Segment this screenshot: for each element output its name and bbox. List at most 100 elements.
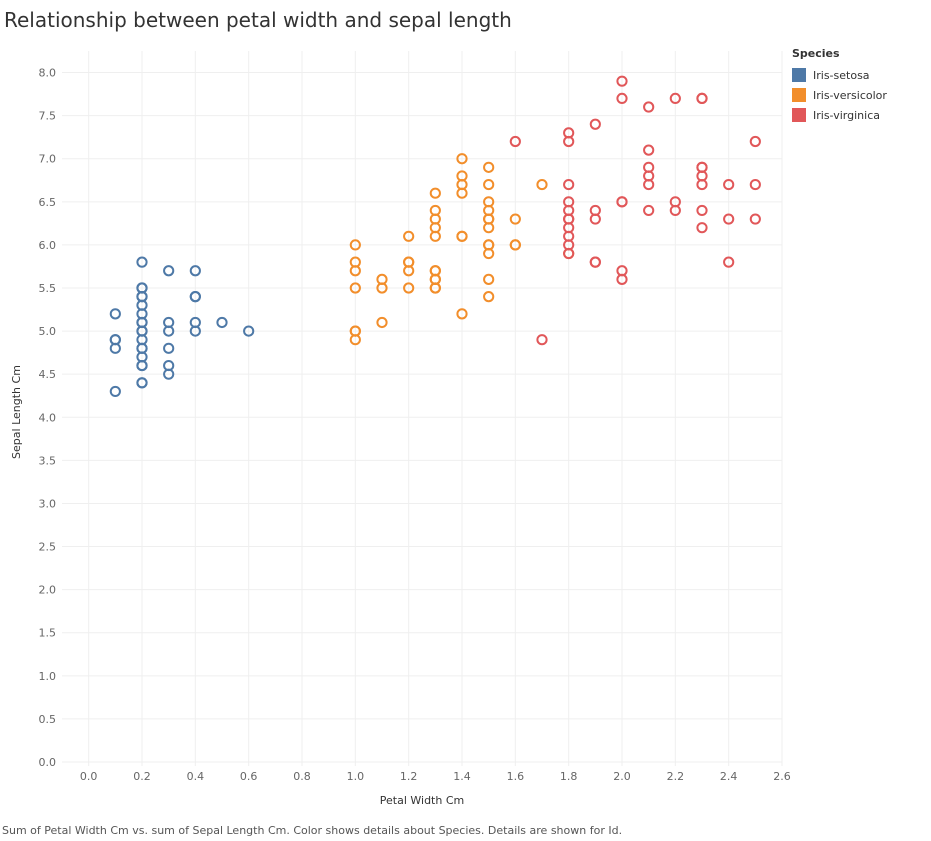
x-tick-label: 1.2	[400, 770, 418, 783]
data-point[interactable]	[243, 325, 255, 337]
y-tick-label: 2.5	[39, 541, 57, 554]
legend-swatch	[792, 108, 806, 122]
data-point[interactable]	[189, 291, 201, 303]
data-point[interactable]	[696, 204, 708, 217]
data-point[interactable]	[536, 178, 548, 191]
data-point[interactable]	[349, 239, 361, 251]
y-tick-label: 1.5	[39, 627, 57, 640]
data-point[interactable]	[696, 222, 708, 234]
data-point[interactable]	[163, 359, 175, 372]
data-point[interactable]	[509, 239, 521, 251]
x-tick-label: 0.2	[133, 770, 151, 783]
data-point[interactable]	[456, 170, 468, 182]
legend-swatch	[792, 68, 806, 82]
data-point[interactable]	[483, 239, 495, 251]
data-point[interactable]	[563, 178, 575, 191]
y-tick-label: 5.0	[39, 325, 57, 338]
data-point[interactable]	[429, 204, 441, 217]
data-point[interactable]	[403, 256, 415, 268]
data-point[interactable]	[563, 196, 575, 208]
data-point[interactable]	[696, 92, 708, 105]
data-point[interactable]	[723, 178, 735, 191]
data-point[interactable]	[643, 161, 655, 173]
x-tick-label: 0.6	[240, 770, 258, 783]
data-point[interactable]	[349, 282, 361, 294]
data-point[interactable]	[456, 153, 468, 165]
y-tick-label: 1.0	[39, 670, 57, 683]
data-point[interactable]	[616, 92, 628, 105]
legend-label: Iris-versicolor	[813, 88, 887, 102]
data-point[interactable]	[136, 377, 148, 389]
data-point[interactable]	[483, 161, 495, 173]
y-tick-label: 8.0	[39, 67, 57, 80]
data-point[interactable]	[429, 187, 441, 199]
data-point[interactable]	[696, 161, 708, 173]
y-tick-label: 4.5	[39, 368, 57, 381]
data-point[interactable]	[163, 316, 175, 329]
legend-item[interactable]: Iris-versicolor	[792, 85, 887, 105]
data-point[interactable]	[163, 342, 175, 354]
data-point[interactable]	[509, 213, 521, 225]
data-point[interactable]	[216, 316, 228, 329]
data-point[interactable]	[616, 196, 628, 208]
y-tick-label: 7.0	[39, 153, 57, 166]
data-point[interactable]	[616, 265, 628, 277]
x-tick-label: 1.4	[453, 770, 471, 783]
data-point[interactable]	[136, 256, 148, 268]
data-point[interactable]	[723, 256, 735, 268]
y-tick-label: 0.5	[39, 713, 57, 726]
data-point[interactable]	[589, 118, 601, 130]
legend-title: Species	[792, 47, 840, 60]
data-point[interactable]	[749, 135, 761, 148]
data-point[interactable]	[643, 204, 655, 217]
data-point[interactable]	[643, 144, 655, 156]
x-axis-ticks: 0.0 0.2 0.4 0.6 0.8 1.0 1.2 1.4 1.6 1.8 2.0 2.2 2.4 2…	[80, 770, 791, 783]
y-tick-label: 4.0	[39, 411, 57, 424]
data-point[interactable]	[376, 273, 388, 285]
data-point[interactable]	[723, 213, 735, 225]
data-point[interactable]	[349, 325, 361, 337]
legend-item[interactable]: Iris-setosa	[792, 65, 887, 85]
data-point[interactable]	[536, 334, 548, 346]
data-point[interactable]	[189, 265, 201, 277]
x-tick-label: 0.0	[80, 770, 98, 783]
data-point[interactable]	[483, 196, 495, 208]
data-point[interactable]	[483, 178, 495, 191]
chart-caption: Sum of Petal Width Cm vs. sum of Sepal L…	[2, 824, 623, 837]
data-point[interactable]	[456, 230, 468, 242]
legend-item[interactable]: Iris-virginica	[792, 105, 887, 125]
data-point[interactable]	[403, 230, 415, 242]
data-point[interactable]	[109, 334, 121, 346]
data-point[interactable]	[616, 75, 628, 87]
y-tick-label: 6.5	[39, 196, 57, 209]
data-point[interactable]	[429, 265, 441, 277]
y-tick-label: 2.0	[39, 584, 57, 597]
data-point[interactable]	[376, 316, 388, 329]
data-point[interactable]	[136, 282, 148, 294]
legend-swatch	[792, 88, 806, 102]
data-point[interactable]	[483, 291, 495, 303]
data-point[interactable]	[589, 204, 601, 217]
data-point[interactable]	[669, 196, 681, 208]
data-point[interactable]	[669, 92, 681, 105]
x-tick-label: 2.4	[720, 770, 738, 783]
data-point[interactable]	[749, 213, 761, 225]
data-point[interactable]	[109, 385, 121, 398]
data-point[interactable]	[189, 316, 201, 329]
data-point[interactable]	[509, 135, 521, 148]
gridlines	[62, 51, 783, 766]
data-point[interactable]	[403, 282, 415, 294]
data-point[interactable]	[483, 273, 495, 285]
data-points	[109, 75, 761, 398]
x-tick-label: 1.8	[560, 770, 578, 783]
data-point[interactable]	[563, 127, 575, 139]
data-point[interactable]	[109, 308, 121, 320]
data-point[interactable]	[643, 101, 655, 113]
data-point[interactable]	[456, 308, 468, 320]
chart-title: Relationship between petal width and sep…	[4, 8, 512, 32]
data-point[interactable]	[349, 256, 361, 268]
data-point[interactable]	[163, 265, 175, 277]
data-point[interactable]	[589, 256, 601, 268]
x-tick-label: 1.0	[347, 770, 365, 783]
data-point[interactable]	[749, 178, 761, 191]
